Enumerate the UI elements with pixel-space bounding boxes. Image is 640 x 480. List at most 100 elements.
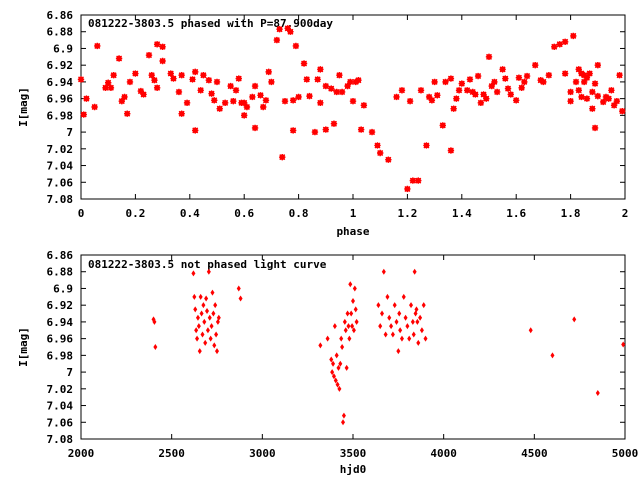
- data-point: [418, 314, 423, 321]
- data-point-rays: [374, 142, 381, 149]
- data-point: [192, 68, 199, 76]
- data-point-rays: [260, 103, 267, 111]
- data-point-rays: [289, 127, 297, 134]
- data-point-rays: [257, 92, 264, 99]
- data-point: [556, 41, 563, 48]
- data-point-rays: [545, 72, 553, 79]
- data-point: [466, 76, 474, 83]
- data-point-rays: [602, 93, 610, 101]
- data-point-rays: [249, 93, 256, 101]
- data-point-rays: [91, 103, 98, 111]
- data-point-rays: [537, 77, 544, 84]
- data-point: [338, 360, 343, 367]
- data-point: [215, 348, 219, 355]
- data-point-rays: [295, 93, 302, 101]
- data-point: [311, 128, 319, 136]
- data-point-rays: [355, 77, 362, 84]
- data-point: [586, 70, 593, 77]
- data-point-rays: [178, 110, 185, 117]
- data-point: [434, 92, 441, 99]
- data-point-rays: [317, 99, 324, 107]
- y-tick-label: 7.04: [47, 400, 74, 413]
- data-point: [578, 70, 585, 77]
- data-point: [581, 78, 588, 86]
- data-point-rays: [439, 122, 446, 129]
- data-points: [77, 25, 626, 193]
- data-point: [416, 339, 421, 346]
- data-point-rays: [594, 92, 601, 100]
- x-tick-label: 2000: [68, 447, 95, 460]
- data-point: [322, 82, 329, 90]
- data-point-rays: [241, 99, 248, 107]
- data-point: [334, 352, 339, 359]
- data-point: [343, 327, 348, 334]
- data-point-rays: [464, 87, 471, 94]
- data-point: [518, 84, 525, 91]
- data-point: [570, 32, 577, 40]
- data-point-rays: [377, 149, 384, 157]
- data-point: [608, 87, 615, 94]
- data-point-rays: [504, 85, 512, 92]
- data-point: [392, 302, 397, 309]
- data-point: [216, 314, 221, 321]
- data-point: [458, 80, 465, 87]
- data-point-rays: [385, 156, 392, 163]
- data-point: [292, 42, 300, 50]
- data-point: [192, 293, 197, 300]
- data-point-rays: [344, 82, 351, 90]
- data-point-rays: [105, 79, 112, 86]
- data-point-rays: [126, 78, 134, 86]
- y-tick-label: 6.98: [47, 349, 74, 362]
- data-point: [322, 126, 329, 133]
- data-point-rays: [453, 95, 460, 102]
- chart-title: 081222-3803.5 phased with P=87.900day: [88, 17, 333, 30]
- data-point-rays: [241, 112, 248, 119]
- data-point-rays: [287, 28, 294, 35]
- data-point-rays: [578, 70, 585, 77]
- data-point: [211, 310, 216, 317]
- data-point-rays: [145, 51, 153, 59]
- data-point: [412, 268, 417, 275]
- data-point-rays: [480, 91, 487, 98]
- data-point: [145, 51, 153, 59]
- data-point-rays: [450, 105, 457, 112]
- data-point: [273, 36, 281, 44]
- data-point-rays: [578, 93, 585, 101]
- data-point-rays: [153, 84, 161, 91]
- y-tick-label: 6.94: [47, 76, 74, 89]
- data-point-rays: [300, 60, 308, 67]
- data-point: [537, 77, 544, 84]
- data-point: [238, 295, 243, 302]
- data-point: [450, 105, 457, 112]
- data-point: [357, 126, 365, 133]
- data-point: [353, 306, 358, 313]
- data-point: [159, 43, 166, 50]
- x-tick-label: 1.4: [452, 207, 472, 220]
- data-point-rays: [393, 93, 400, 101]
- data-point-rays: [523, 72, 531, 80]
- y-tick-label: 6.88: [47, 266, 74, 279]
- data-point-rays: [124, 110, 131, 117]
- data-point: [423, 142, 430, 149]
- data-point-rays: [151, 77, 158, 84]
- data-point-rays: [417, 87, 425, 94]
- data-point: [417, 87, 425, 94]
- data-point: [397, 310, 402, 317]
- data-point: [213, 78, 221, 86]
- data-point: [152, 318, 157, 325]
- data-point-rays: [311, 128, 319, 136]
- data-point: [589, 105, 596, 112]
- data-point: [613, 97, 621, 105]
- data-point-rays: [273, 36, 281, 44]
- data-point-rays: [94, 42, 101, 50]
- data-point-rays: [442, 78, 449, 86]
- data-point: [398, 87, 406, 94]
- data-point: [221, 99, 229, 107]
- data-point: [175, 88, 183, 96]
- data-point-rays: [540, 78, 547, 86]
- data-point: [425, 93, 433, 101]
- data-point: [507, 91, 514, 98]
- data-point: [337, 385, 342, 392]
- data-point: [499, 66, 506, 73]
- data-point: [415, 318, 420, 325]
